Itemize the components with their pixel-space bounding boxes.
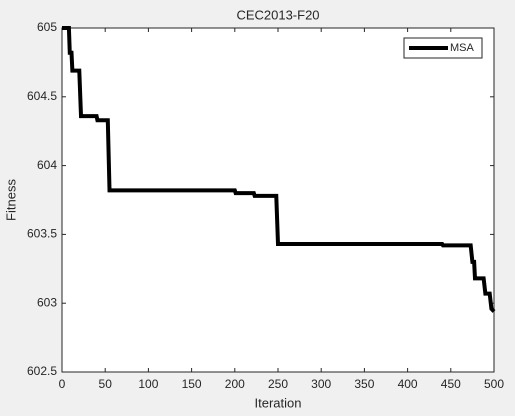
chart-title: CEC2013-F20: [236, 7, 319, 22]
x-tick-label: 500: [484, 377, 504, 391]
x-tick-label: 50: [99, 377, 113, 391]
x-tick-label: 250: [268, 377, 288, 391]
x-tick-label: 150: [182, 377, 202, 391]
x-tick-label: 200: [225, 377, 245, 391]
y-tick-label: 602.5: [27, 364, 57, 378]
y-axis-label: Fitness: [3, 179, 18, 221]
x-tick-label: 300: [311, 377, 331, 391]
x-axis-label: Iteration: [255, 395, 302, 410]
x-tick-label: 400: [398, 377, 418, 391]
y-tick-label: 604: [37, 158, 57, 172]
axes-box: [61, 27, 495, 373]
y-tick-label: 603: [37, 295, 57, 309]
x-tick-label: 350: [354, 377, 374, 391]
y-tick-label: 604.5: [27, 89, 57, 103]
legend-label: MSA: [450, 42, 475, 54]
x-tick-label: 450: [441, 377, 461, 391]
data-line: [62, 26, 496, 313]
x-tick-label: 0: [59, 377, 66, 391]
y-tick-label: 603.5: [27, 227, 57, 241]
x-tick-label: 100: [138, 377, 158, 391]
y-tick-label: 605: [37, 20, 57, 34]
